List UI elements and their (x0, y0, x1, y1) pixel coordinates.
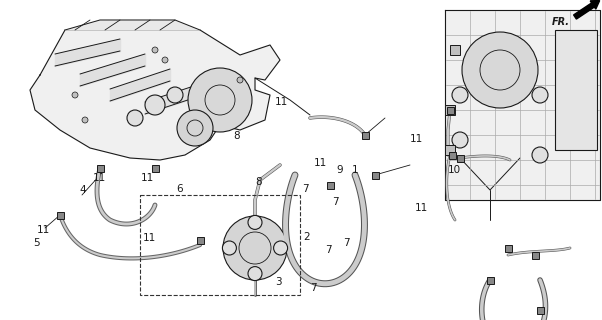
Text: 11: 11 (410, 134, 423, 144)
Bar (57, 212, 63, 219)
Circle shape (223, 216, 287, 280)
Text: 3: 3 (275, 276, 282, 287)
Circle shape (452, 132, 468, 148)
Circle shape (273, 241, 288, 255)
Bar (504, 244, 512, 252)
Circle shape (188, 68, 252, 132)
Text: 11: 11 (143, 233, 156, 244)
Bar (450, 45, 460, 55)
Circle shape (167, 87, 183, 103)
Text: 11: 11 (275, 97, 288, 108)
Text: 7: 7 (343, 238, 350, 248)
Circle shape (532, 147, 548, 163)
Bar (448, 151, 456, 158)
Text: 8: 8 (233, 131, 240, 141)
Text: 11: 11 (415, 203, 428, 213)
Text: 2: 2 (303, 232, 311, 242)
Text: 7: 7 (309, 283, 317, 293)
Bar (196, 236, 203, 244)
Circle shape (82, 117, 88, 123)
Polygon shape (30, 30, 280, 160)
Circle shape (452, 87, 468, 103)
Bar (456, 155, 464, 162)
Bar (555, 30, 597, 150)
Text: 10: 10 (448, 164, 461, 175)
Bar (447, 107, 453, 114)
Circle shape (248, 215, 262, 229)
Circle shape (145, 95, 165, 115)
Bar (96, 164, 104, 172)
Circle shape (248, 267, 262, 281)
Circle shape (72, 92, 78, 98)
Circle shape (222, 241, 237, 255)
Circle shape (532, 87, 548, 103)
Bar (152, 164, 158, 172)
Text: FR.: FR. (552, 17, 570, 27)
Text: 4: 4 (79, 185, 87, 196)
Text: 7: 7 (332, 196, 339, 207)
Text: 7: 7 (302, 184, 309, 194)
Circle shape (127, 110, 143, 126)
Bar (445, 105, 455, 115)
Text: 8: 8 (255, 177, 262, 188)
Text: 9: 9 (337, 164, 344, 175)
Text: 6: 6 (176, 184, 183, 194)
Polygon shape (65, 20, 200, 30)
Bar (326, 181, 334, 188)
Circle shape (162, 57, 168, 63)
Bar (536, 307, 544, 314)
Polygon shape (445, 10, 600, 200)
Bar (140, 195, 300, 295)
Bar (445, 145, 455, 155)
Text: 11: 11 (141, 172, 154, 183)
Text: 11: 11 (37, 225, 50, 236)
Bar (371, 172, 379, 179)
Circle shape (462, 32, 538, 108)
Text: 11: 11 (314, 158, 327, 168)
FancyArrow shape (574, 1, 600, 19)
Bar (486, 276, 494, 284)
Circle shape (177, 110, 213, 146)
Circle shape (237, 77, 243, 83)
Text: 5: 5 (33, 238, 40, 248)
Text: 1: 1 (352, 164, 359, 175)
Bar (532, 252, 539, 259)
Bar (361, 132, 368, 139)
Text: 7: 7 (324, 244, 332, 255)
Text: 11: 11 (93, 172, 106, 183)
Circle shape (152, 47, 158, 53)
